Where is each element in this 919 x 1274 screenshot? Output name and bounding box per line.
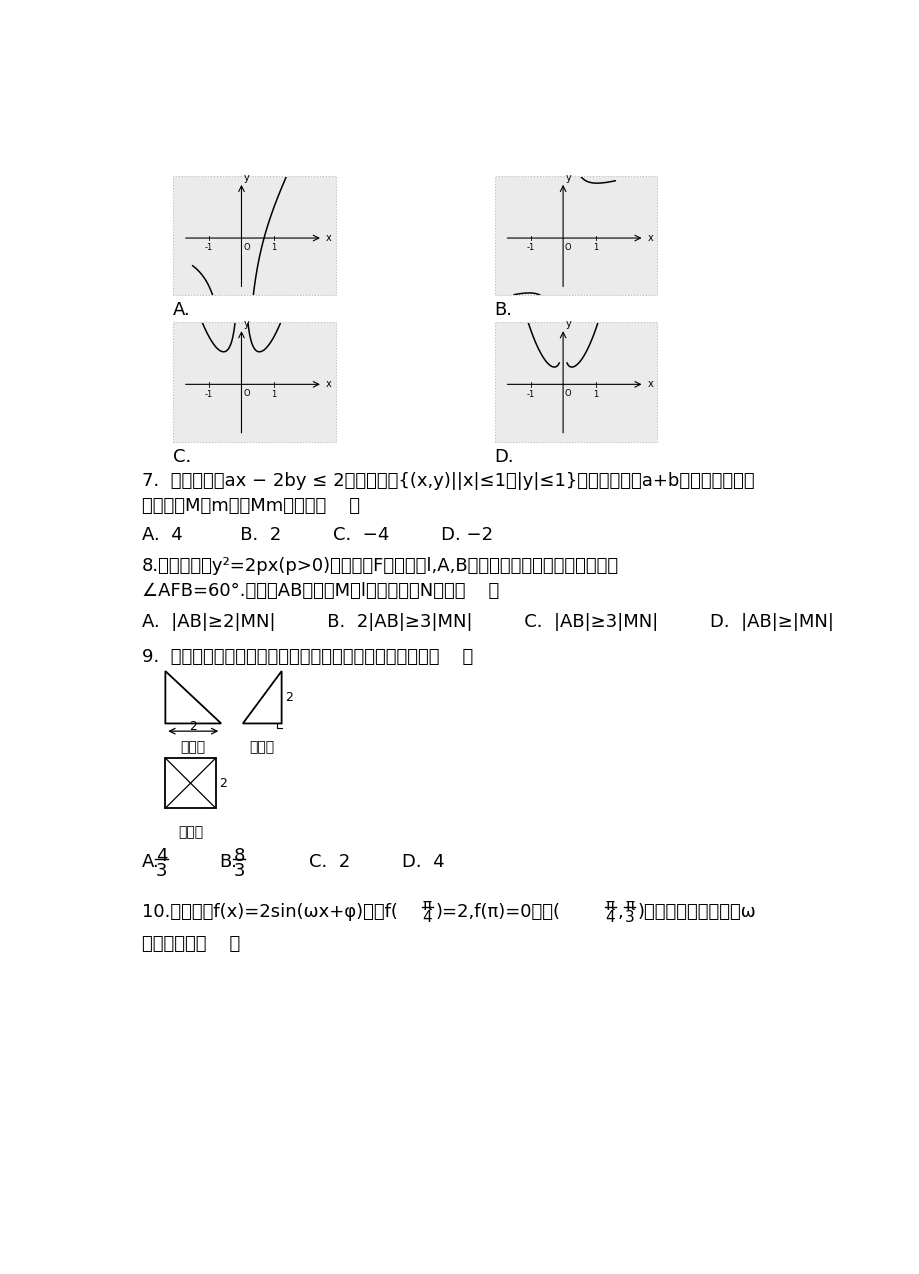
Text: A.: A. [142, 852, 160, 871]
Text: 9.  某空间几何体的三视图如图所示，则该几何体的体积是（    ）: 9. 某空间几何体的三视图如图所示，则该几何体的体积是（ ） [142, 648, 473, 666]
Text: D.  4: D. 4 [402, 852, 444, 871]
Text: 2: 2 [219, 777, 226, 790]
Text: 8: 8 [233, 847, 244, 865]
Text: x: x [647, 380, 652, 390]
Text: 3: 3 [233, 862, 244, 880]
Text: 3: 3 [155, 862, 167, 880]
Text: x: x [325, 233, 332, 243]
Text: 2: 2 [284, 691, 292, 703]
Text: 1: 1 [593, 243, 597, 252]
Text: C.  2: C. 2 [309, 852, 349, 871]
Text: x: x [647, 233, 652, 243]
Text: O: O [243, 242, 249, 252]
Text: ,: , [617, 903, 622, 921]
Text: O: O [243, 389, 249, 397]
Text: y: y [244, 320, 249, 330]
Text: 3: 3 [624, 910, 634, 925]
Text: 4: 4 [422, 910, 432, 925]
Bar [173, 322, 335, 442]
Text: 1: 1 [271, 243, 277, 252]
Text: B.: B. [220, 852, 237, 871]
Text: )=2,f(π)=0，在(: )=2,f(π)=0，在( [435, 903, 560, 921]
Text: O: O [564, 242, 571, 252]
Text: y: y [565, 173, 571, 183]
Text: D.: D. [494, 447, 514, 466]
Text: 2: 2 [189, 720, 197, 733]
Text: 1: 1 [271, 390, 277, 399]
Bar [494, 322, 657, 442]
Text: 8.已知抛物线y²=2px(p>0)的焦点为F，准线为l,A,B是抛物线上的两个动点，且满足: 8.已知抛物线y²=2px(p>0)的焦点为F，准线为l,A,B是抛物线上的两个… [142, 557, 618, 575]
Text: C.: C. [173, 447, 191, 466]
Text: 4: 4 [605, 910, 615, 925]
Text: y: y [244, 173, 249, 183]
Text: -1: -1 [205, 390, 213, 399]
Text: 1: 1 [593, 390, 597, 399]
Bar [494, 176, 657, 296]
Text: )上具有单调性，那么ω: )上具有单调性，那么ω [637, 903, 755, 921]
Text: π: π [624, 898, 633, 913]
Text: -1: -1 [205, 243, 213, 252]
Bar [165, 758, 216, 808]
Text: O: O [564, 389, 571, 397]
Text: π: π [605, 898, 614, 913]
Text: 的取値共有（    ）: 的取値共有（ ） [142, 935, 240, 953]
Text: ∠AFB=60°.设线段AB的中点M在l上的投影为N，则（    ）: ∠AFB=60°.设线段AB的中点M在l上的投影为N，则（ ） [142, 582, 499, 600]
Text: 俯视图: 俯视图 [177, 826, 203, 840]
Text: π: π [423, 898, 431, 913]
Text: A.  4          B.  2         C.  −4         D. −2: A. 4 B. 2 C. −4 D. −2 [142, 526, 493, 544]
Text: x: x [325, 380, 332, 390]
Text: -1: -1 [526, 390, 534, 399]
Text: 7.  已知不等式ax − 2by ≤ 2在平面区域{(x,y)||x|≤1且|y|≤1}上恒成立，若a+b的最大値和最小: 7. 已知不等式ax − 2by ≤ 2在平面区域{(x,y)||x|≤1且|y… [142, 473, 754, 490]
Text: 侧视图: 侧视图 [249, 740, 275, 754]
Text: A.: A. [173, 302, 190, 320]
Text: 正视图: 正视图 [180, 740, 206, 754]
Text: A.  |AB|≥2|MN|         B.  2|AB|≥3|MN|         C.  |AB|≥3|MN|         D.  |AB|≥|: A. |AB|≥2|MN| B. 2|AB|≥3|MN| C. |AB|≥3|M… [142, 613, 834, 631]
Text: 値分别为M和m，则Mm的値为（    ）: 値分别为M和m，则Mm的値为（ ） [142, 497, 359, 515]
Text: y: y [565, 320, 571, 330]
Text: 4: 4 [155, 847, 167, 865]
Bar [173, 176, 335, 296]
Text: -1: -1 [526, 243, 534, 252]
Text: B.: B. [494, 302, 512, 320]
Text: 10.已知函数f(x)=2sin(ωx+φ)，若f(: 10.已知函数f(x)=2sin(ωx+φ)，若f( [142, 903, 398, 921]
